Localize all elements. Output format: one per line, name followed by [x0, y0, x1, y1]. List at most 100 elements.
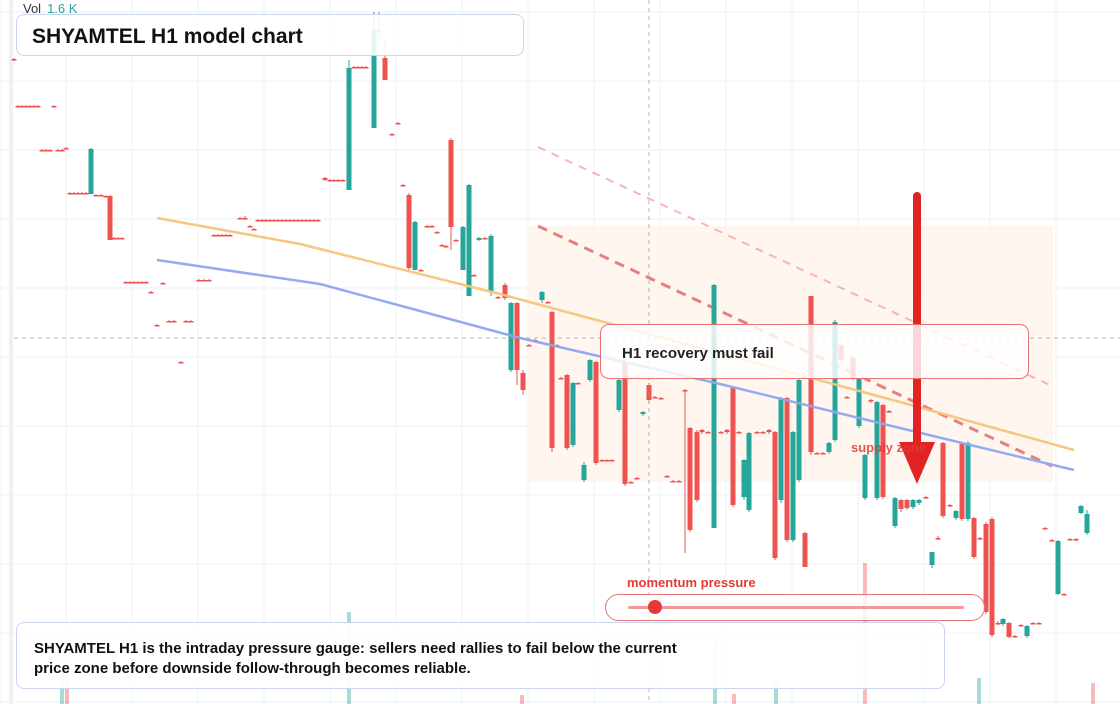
candle-body — [724, 430, 730, 432]
candle-body — [299, 220, 305, 222]
candle-body — [331, 180, 337, 182]
candle — [315, 219, 321, 222]
candle — [699, 429, 705, 434]
candle-body — [760, 432, 766, 434]
candle — [79, 192, 85, 195]
candle-body — [43, 150, 49, 152]
candle-body — [754, 432, 760, 434]
candle-body — [275, 220, 281, 222]
candle-body — [111, 238, 117, 240]
candle — [75, 192, 81, 195]
candle-body — [400, 185, 406, 187]
candle-body — [75, 193, 81, 195]
recovery-callout: H1 recovery must fail — [600, 324, 1029, 379]
candle — [676, 480, 682, 483]
candle — [291, 219, 297, 222]
candle-body — [406, 195, 412, 268]
candle — [183, 320, 189, 323]
candle-body — [856, 378, 862, 426]
candle — [340, 179, 346, 182]
candle-body — [862, 455, 868, 498]
candle — [599, 459, 605, 462]
candle — [211, 234, 217, 237]
volume-bar — [977, 678, 981, 704]
momentum-gauge[interactable] — [605, 594, 985, 621]
candle — [766, 429, 772, 434]
candle — [51, 105, 57, 108]
candle — [587, 359, 593, 382]
candle-body — [868, 400, 874, 402]
candle-body — [279, 220, 285, 222]
candle — [898, 499, 904, 512]
candle-body — [658, 398, 664, 400]
candle-body — [443, 246, 449, 248]
candle — [476, 237, 482, 241]
candle — [1012, 635, 1018, 638]
candle-body — [119, 238, 125, 240]
candle — [1084, 510, 1090, 535]
candle-body — [211, 235, 217, 237]
candle — [820, 452, 826, 455]
candle — [904, 499, 910, 510]
candle-body — [382, 58, 388, 80]
candle — [634, 477, 640, 480]
candle — [434, 231, 440, 234]
candle — [327, 179, 333, 182]
candle — [495, 296, 501, 299]
candle-body — [1084, 514, 1090, 533]
candle-body — [227, 235, 233, 237]
candle — [259, 219, 265, 222]
candle-body — [201, 280, 207, 282]
candle — [826, 442, 832, 454]
candle-body — [31, 106, 37, 108]
candle-body — [327, 180, 333, 182]
candle-body — [947, 505, 953, 507]
candle — [977, 537, 983, 540]
candle — [395, 122, 401, 125]
candle — [558, 377, 564, 380]
candle — [27, 105, 33, 108]
candle-body — [599, 460, 605, 462]
candle-body — [166, 321, 172, 323]
moving-average-line — [156, 216, 1075, 452]
candle-body — [687, 428, 693, 530]
gauge-knob[interactable] — [647, 600, 662, 614]
candle — [880, 404, 886, 499]
candle — [965, 441, 971, 521]
volume-bar — [774, 681, 778, 704]
candle-body — [609, 460, 615, 462]
candle-body — [395, 123, 401, 125]
candle — [43, 149, 49, 152]
candle-body — [910, 500, 916, 507]
candle-body — [784, 398, 790, 540]
candle-body — [711, 285, 717, 528]
gauge-track — [628, 606, 964, 609]
candle — [1055, 540, 1061, 595]
candle-body — [796, 380, 802, 480]
candle — [953, 510, 959, 520]
candle-body — [237, 218, 243, 220]
candle — [19, 105, 25, 108]
candle-body — [965, 443, 971, 519]
candle-body — [59, 150, 65, 152]
candle-body — [736, 432, 742, 434]
candle-body — [35, 106, 41, 108]
candle — [593, 361, 599, 465]
candle — [1030, 622, 1036, 625]
candle-body — [616, 380, 622, 410]
candle — [148, 291, 154, 294]
candle — [219, 234, 225, 237]
candle-body — [476, 238, 482, 240]
candle-body — [664, 476, 670, 478]
candle-body — [502, 285, 508, 298]
candle-body — [874, 402, 880, 498]
candle-body — [363, 67, 369, 69]
candle — [215, 234, 221, 237]
candle-body — [107, 196, 113, 240]
candle — [303, 219, 309, 222]
candle-body — [814, 453, 820, 455]
candle — [88, 148, 94, 194]
candle — [196, 279, 202, 282]
candle — [23, 105, 29, 108]
candle-body — [622, 362, 628, 484]
